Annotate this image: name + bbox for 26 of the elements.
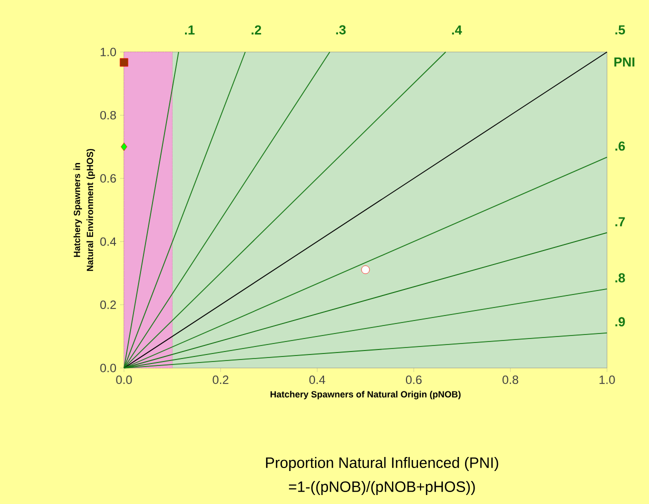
x-tick-label: 0.4: [309, 376, 326, 384]
x-tick-label: 1.0: [600, 376, 615, 384]
text: =1-((pNOB)/(pNOB+pHOS)): [288, 480, 475, 495]
y-tick-label: 0.0: [100, 364, 116, 372]
text: PNI: [614, 58, 634, 66]
x-tick-label: 0.8: [502, 376, 518, 384]
annotation: .3: [336, 25, 346, 34]
x-axis-title: Hatchery Spawners of Natural Origin (pNOB): [270, 390, 461, 400]
annotation: .5: [615, 25, 626, 34]
annotation: .6: [615, 141, 625, 151]
text: Proportion Natural Influenced (PNI): [266, 456, 498, 471]
x-tick-label: 0.6: [406, 376, 422, 384]
annotation: .1: [184, 26, 195, 34]
annotation: .4: [452, 26, 462, 34]
y-tick-label: 0.6: [100, 174, 116, 183]
y-tick-label: 1.0: [100, 48, 116, 56]
annotation: .2: [252, 25, 262, 34]
y-axis-title: Hatchery Spawners in Natural Environment (pHOS): [74, 148, 95, 271]
annotation: .8: [615, 273, 625, 282]
x-tick-label: 0.2: [212, 376, 228, 384]
annotation: .7: [615, 217, 625, 226]
annotation: .9: [615, 317, 625, 326]
y-tick-label: 0.2: [100, 300, 116, 310]
y-tick-label: 0.4: [100, 237, 116, 246]
x-tick-label: 0.0: [116, 376, 132, 384]
y-tick-label: 0.8: [100, 110, 116, 120]
